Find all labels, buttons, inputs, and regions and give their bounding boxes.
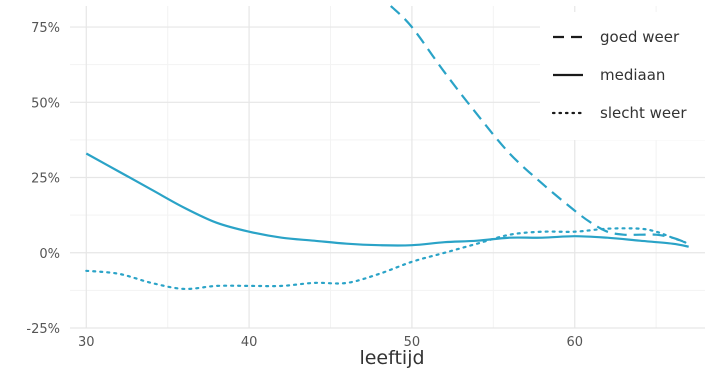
series-line-slecht-weer <box>85 227 690 291</box>
x-tick-label: 50 <box>404 335 421 350</box>
y-tick-label: 75% <box>31 21 60 36</box>
y-tick-label: -25% <box>26 322 60 337</box>
legend-label-mediaan: mediaan <box>600 66 665 84</box>
x-tick-label: 30 <box>78 335 95 350</box>
y-tick-label: 0% <box>39 247 60 262</box>
x-axis-title: leeftijd <box>359 347 424 369</box>
x-tick-label: 40 <box>241 335 258 350</box>
legend: goed weer mediaan slecht weer <box>540 12 706 140</box>
series-line-mediaan <box>85 152 689 248</box>
series-lines <box>85 5 690 291</box>
tick-labels: 30 40 50 60 -25% 0% 25% 50% 75% <box>26 21 583 350</box>
legend-label-goed-weer: goed weer <box>600 28 680 46</box>
y-tick-label: 25% <box>31 172 60 187</box>
legend-label-slecht-weer: slecht weer <box>600 104 687 122</box>
series-line-goed-weer <box>390 5 690 245</box>
x-tick-label: 60 <box>566 335 583 350</box>
y-tick-label: 50% <box>31 96 60 111</box>
